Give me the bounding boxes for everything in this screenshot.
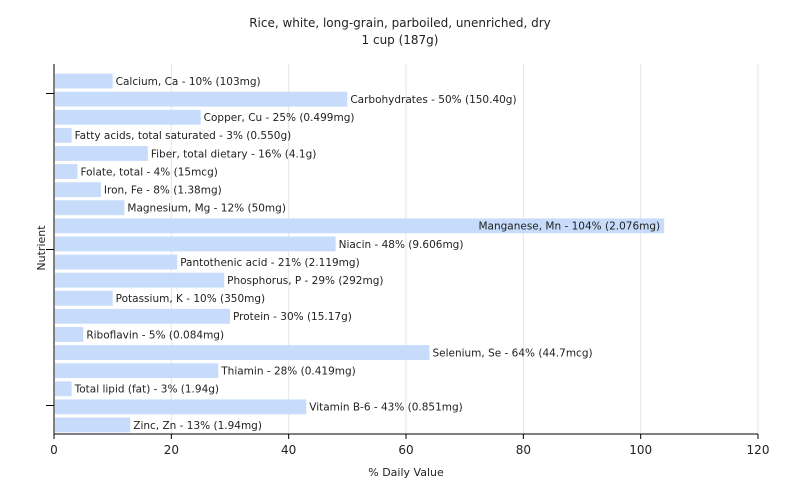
bar-9 xyxy=(55,236,336,252)
bar-label-3: Fatty acids, total saturated - 3% (0.550… xyxy=(75,130,292,142)
bar-19 xyxy=(55,417,131,433)
y-axis-title: Nutrient xyxy=(35,225,48,271)
bar-17 xyxy=(55,381,72,397)
bar-label-8: Manganese, Mn - 104% (2.076mg) xyxy=(478,221,660,233)
x-axis-title: % Daily Value xyxy=(368,466,444,479)
bar-5 xyxy=(55,164,78,179)
x-tick-label-100: 100 xyxy=(629,443,652,457)
chart-title: Rice, white, long-grain, parboiled, unen… xyxy=(249,16,551,30)
x-tick-label-20: 20 xyxy=(164,443,179,457)
bar-label-16: Thiamin - 28% (0.419mg) xyxy=(220,365,356,377)
bar-label-19: Zinc, Zn - 13% (1.94mg) xyxy=(133,420,262,432)
bar-label-1: Carbohydrates - 50% (150.40g) xyxy=(350,94,516,106)
bar-label-0: Calcium, Ca - 10% (103mg) xyxy=(116,76,261,88)
bar-18 xyxy=(55,399,307,415)
bar-label-2: Copper, Cu - 25% (0.499mg) xyxy=(204,112,355,124)
bar-6 xyxy=(55,182,101,198)
x-tick-label-60: 60 xyxy=(398,443,413,457)
bar-label-17: Total lipid (fat) - 3% (1.94g) xyxy=(74,384,219,396)
bar-label-15: Selenium, Se - 64% (44.7mcg) xyxy=(432,347,592,359)
bar-14 xyxy=(55,327,84,342)
bar-2 xyxy=(55,109,201,125)
bar-label-6: Iron, Fe - 8% (1.38mg) xyxy=(104,184,222,196)
bar-1 xyxy=(55,91,348,107)
chart-subtitle: 1 cup (187g) xyxy=(362,33,439,47)
bar-3 xyxy=(55,127,72,143)
bar-label-13: Protein - 30% (15.17g) xyxy=(233,311,352,323)
bar-label-5: Folate, total - 4% (15mcg) xyxy=(80,166,217,178)
bar-13 xyxy=(55,308,230,324)
bar-12 xyxy=(55,290,113,306)
x-tick-label-120: 120 xyxy=(747,443,770,457)
bar-7 xyxy=(55,200,125,216)
bar-label-18: Vitamin B-6 - 43% (0.851mg) xyxy=(309,402,463,414)
bar-labels: Calcium, Ca - 10% (103mg) Carbohydrates -… xyxy=(74,76,661,432)
bar-8 xyxy=(55,218,665,234)
x-tick-label-40: 40 xyxy=(281,443,296,457)
x-tick-label-0: 0 xyxy=(50,443,58,457)
bar-10 xyxy=(55,254,178,270)
bar-15 xyxy=(55,345,430,360)
x-tick-label-80: 80 xyxy=(516,443,531,457)
bar-0 xyxy=(55,73,113,89)
bar-4 xyxy=(55,146,148,161)
bar-label-10: Pantothenic acid - 21% (2.119mg) xyxy=(180,257,359,269)
bar-label-7: Magnesium, Mg - 12% (50mg) xyxy=(127,203,286,215)
axes: 0 20 40 60 80 100 120 xyxy=(46,64,769,457)
bar-label-9: Niacin - 48% (9.606mg) xyxy=(339,239,464,251)
bar-label-11: Phosphorus, P - 29% (292mg) xyxy=(227,275,383,287)
bar-label-4: Fiber, total dietary - 16% (4.1g) xyxy=(151,148,316,160)
bars xyxy=(55,73,665,433)
bar-label-14: Riboflavin - 5% (0.084mg) xyxy=(86,329,224,341)
bar-16 xyxy=(55,363,219,379)
bar-label-12: Potassium, K - 10% (350mg) xyxy=(116,293,266,305)
bar-11 xyxy=(55,272,225,288)
